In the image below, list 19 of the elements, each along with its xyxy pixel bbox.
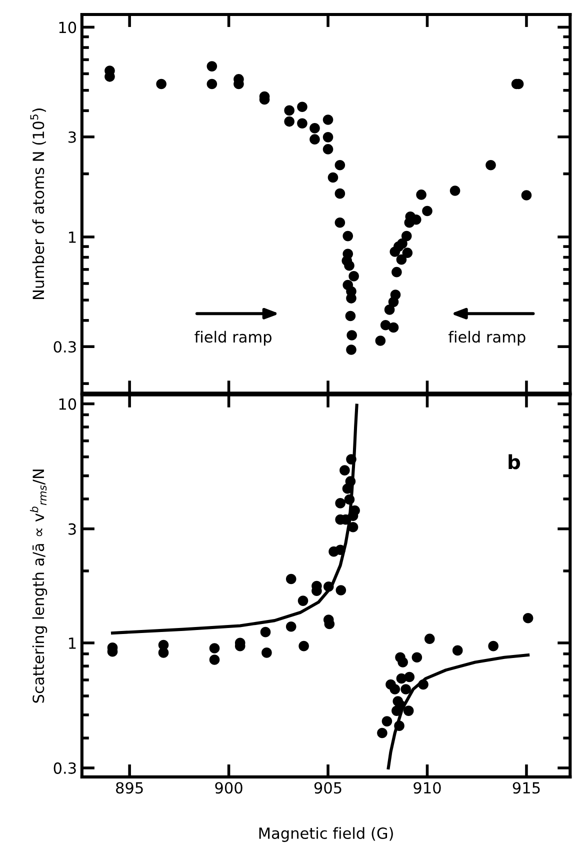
y-tick-label: 10 (59, 22, 76, 34)
y-tick-label: 10 (59, 398, 76, 410)
x-tick-label: 905 (314, 782, 342, 794)
annotation: field ramp (448, 330, 526, 346)
x-axis-title: Magnetic field (G) (259, 827, 393, 842)
y-tick-label: 3 (68, 523, 76, 535)
x-tick-label: 900 (215, 782, 242, 794)
x-tick-label: 915 (512, 782, 540, 794)
y-tick-label: 1 (69, 232, 76, 243)
y-tick-label: 3 (68, 131, 76, 143)
y-tick-label: 0.3 (54, 341, 76, 353)
y-tick-label: 0.3 (54, 762, 76, 774)
y-axis-title: Scattering length a/ā ∝ v$^{b}$$_{rms}$/N (30, 470, 48, 703)
y-tick-label: 1 (69, 638, 76, 649)
annotation: b (508, 454, 520, 470)
x-tick-label: 895 (116, 782, 143, 794)
y-axis-title: Number of atoms N (10$^{5}$) (30, 108, 46, 299)
annotation: field ramp (194, 330, 272, 346)
x-tick-label: 910 (414, 782, 441, 794)
